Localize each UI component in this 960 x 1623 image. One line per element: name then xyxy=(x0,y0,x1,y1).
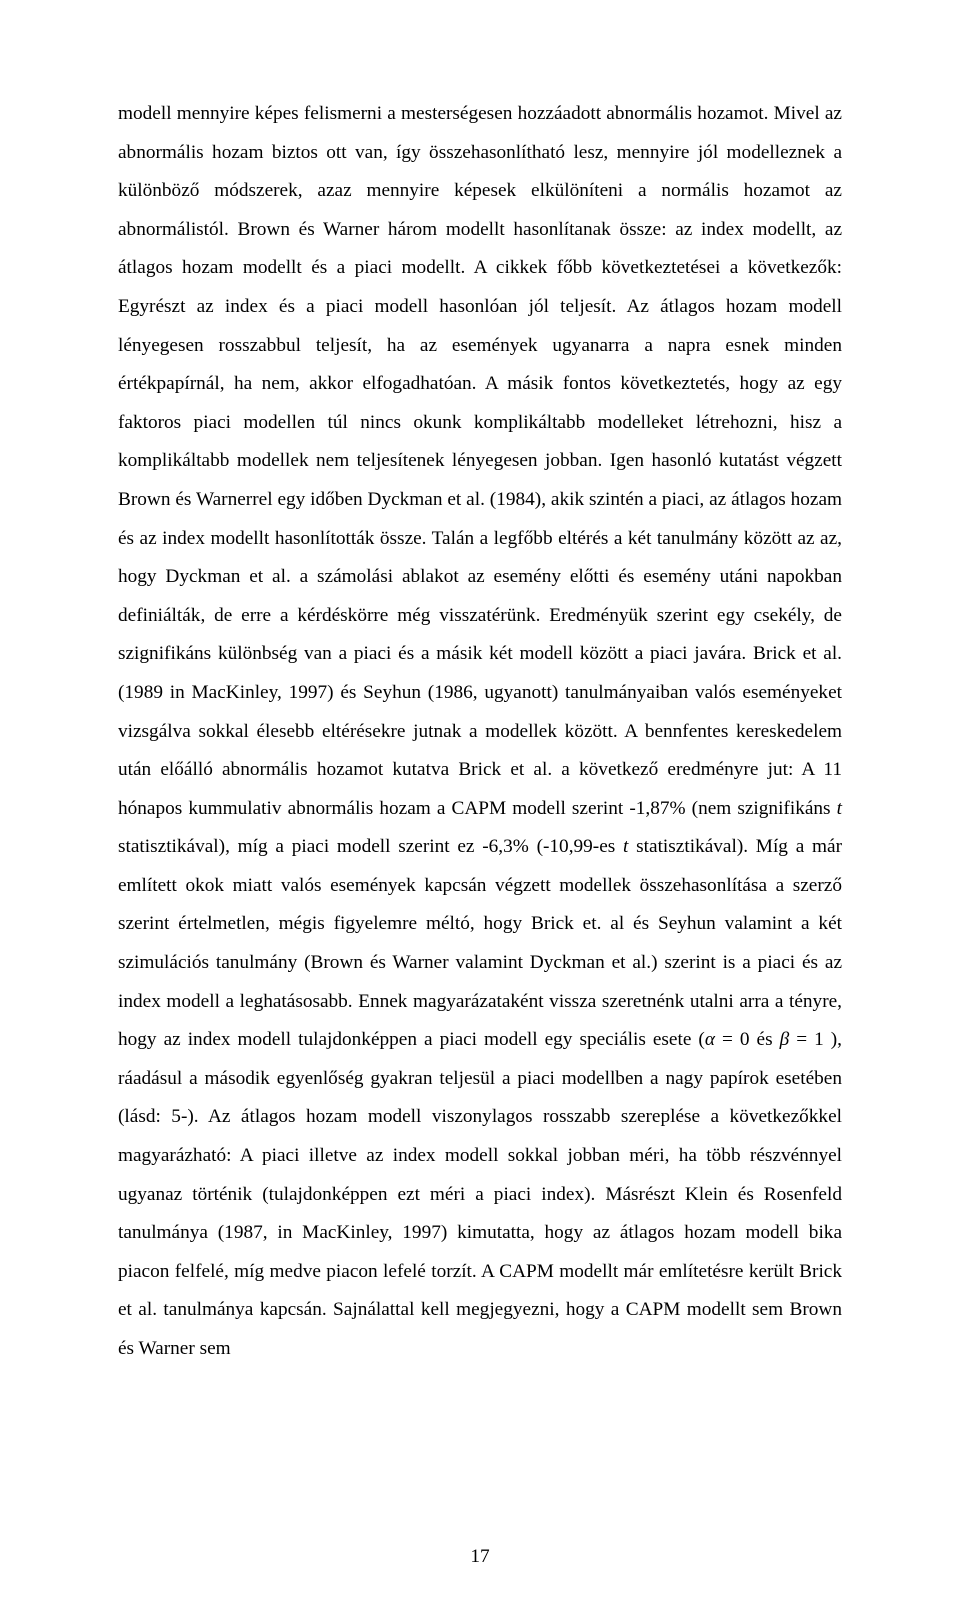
body-paragraph: modell mennyire képes felismerni a meste… xyxy=(118,95,842,1369)
text-run: statisztikával). Míg a már említett okok… xyxy=(118,836,842,1050)
italic-text: α xyxy=(705,1029,715,1050)
text-run: modell mennyire képes felismerni a meste… xyxy=(118,103,842,819)
document-page: modell mennyire képes felismerni a meste… xyxy=(0,0,960,1623)
text-run: 5-). Az átlagos hozam modell viszonylago… xyxy=(118,1106,842,1359)
italic-text: β xyxy=(780,1029,790,1050)
text-run: statisztikával), míg a piaci modell szer… xyxy=(118,836,623,857)
italic-text: t xyxy=(837,798,842,819)
page-number: 17 xyxy=(0,1546,960,1568)
text-run: = 0 és xyxy=(715,1029,780,1050)
